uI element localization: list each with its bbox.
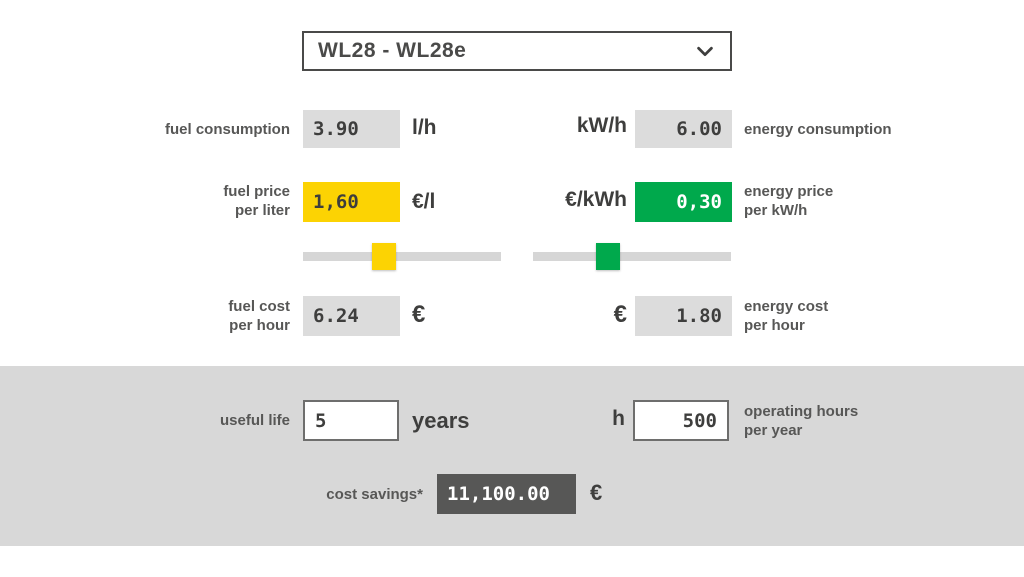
energy-price-label-line2: per kW/h	[744, 202, 808, 219]
useful-life-input[interactable]	[303, 400, 399, 441]
operating-hours-input[interactable]	[633, 400, 729, 441]
fuel-consumption-value: 3.90	[303, 110, 400, 148]
cost-savings-value: 11,100.00	[437, 474, 576, 514]
fuel-price-slider-handle[interactable]	[372, 243, 396, 270]
fuel-price-label-line1: fuel price	[223, 183, 290, 200]
model-select-value: WL28 - WL28e	[318, 39, 467, 62]
energy-cost-label-line1: energy cost	[744, 298, 829, 315]
energy-price-label-line1: energy price	[744, 183, 834, 200]
energy-consumption-value: 6.00	[635, 110, 732, 148]
lifetime-section-background	[0, 366, 1024, 546]
fuel-cost-label-line1: fuel cost	[228, 298, 290, 315]
fuel-price-value: 1,60	[303, 182, 400, 222]
fuel-price-label: fuel price per liter	[60, 182, 290, 220]
operating-hours-label-line1: operating hours	[744, 403, 859, 420]
energy-cost-label: energy cost per hour	[744, 297, 828, 335]
energy-cost-value: 1.80	[635, 296, 732, 336]
energy-cost-label-line2: per hour	[744, 317, 805, 334]
fuel-price-label-line2: per liter	[234, 202, 290, 219]
operating-hours-label-line2: per year	[744, 422, 803, 439]
chevron-down-icon	[697, 46, 713, 57]
energy-price-value: 0,30	[635, 182, 732, 222]
fuel-cost-unit: €	[412, 301, 426, 328]
fuel-cost-label-line2: per hour	[229, 317, 290, 334]
useful-life-unit: years	[412, 408, 470, 433]
cost-savings-label: cost savings*	[326, 486, 423, 503]
model-select-dropdown[interactable]: WL28 - WL28e	[302, 31, 732, 71]
cost-savings-unit: €	[590, 480, 603, 505]
energy-consumption-unit: kW/h	[576, 114, 627, 137]
fuel-cost-label: fuel cost per hour	[60, 297, 290, 335]
fuel-consumption-label: fuel consumption	[165, 121, 290, 138]
fuel-cost-value: 6.24	[303, 296, 400, 336]
energy-price-unit: €/kWh	[565, 188, 627, 211]
energy-price-slider-handle[interactable]	[596, 243, 620, 270]
useful-life-label: useful life	[219, 412, 290, 429]
energy-cost-unit: €	[613, 301, 627, 328]
operating-hours-label: operating hours per year	[744, 402, 858, 440]
energy-price-label: energy price per kW/h	[744, 182, 833, 220]
fuel-price-unit: €/l	[412, 190, 436, 213]
energy-price-slider-track[interactable]	[533, 252, 731, 261]
fuel-price-slider-track[interactable]	[303, 252, 501, 261]
operating-hours-unit: h	[612, 407, 625, 430]
fuel-consumption-unit: l/h	[412, 116, 437, 139]
energy-consumption-label: energy consumption	[744, 121, 892, 138]
